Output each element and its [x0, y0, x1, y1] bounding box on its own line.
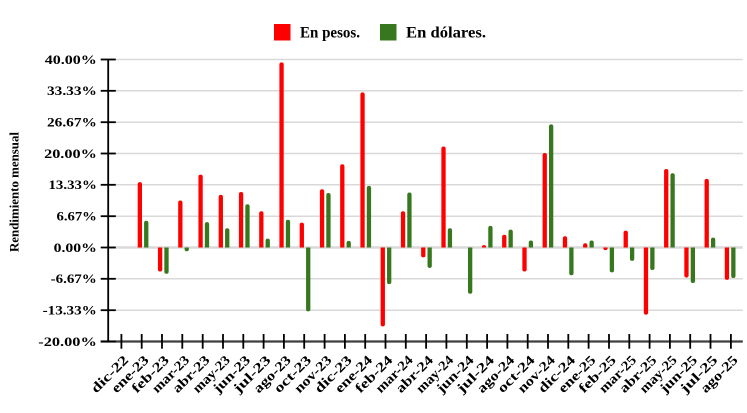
svg-text:Rendimiento mensual: Rendimiento mensual: [7, 132, 22, 252]
svg-text:6.67%: 6.67%: [57, 209, 97, 224]
svg-text:13.33%: 13.33%: [49, 177, 97, 192]
svg-text:0.00%: 0.00%: [54, 240, 97, 255]
svg-text:26.67%: 26.67%: [47, 115, 97, 130]
svg-text:20.00%: 20.00%: [44, 146, 97, 161]
svg-text:-13.33%: -13.33%: [43, 303, 97, 318]
svg-text:En dólares.: En dólares.: [406, 25, 486, 42]
svg-text:En pesos.: En pesos.: [300, 25, 360, 42]
svg-text:40.00%: 40.00%: [45, 52, 97, 67]
svg-text:33.33%: 33.33%: [47, 83, 97, 98]
svg-text:-6.67%: -6.67%: [51, 271, 97, 286]
svg-text:-20.00%: -20.00%: [38, 334, 97, 349]
